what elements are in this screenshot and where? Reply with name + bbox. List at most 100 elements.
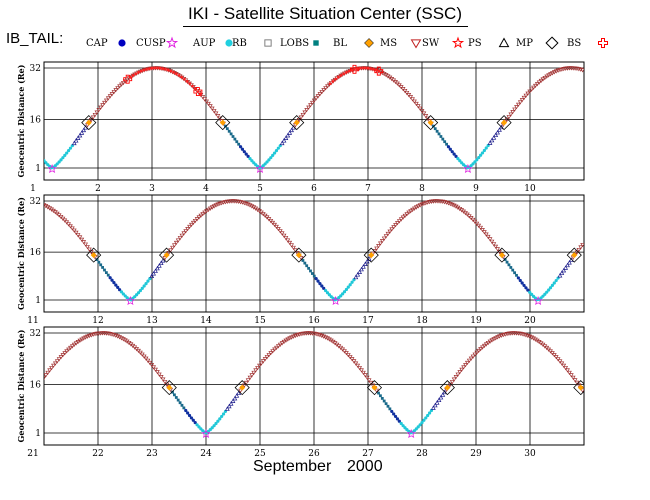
orbit-point — [99, 263, 103, 267]
legend-marker-bl — [364, 38, 374, 48]
orbit-point — [212, 424, 216, 428]
orbit-point — [480, 151, 485, 155]
solar-wind-point — [353, 67, 356, 71]
x-tick-label: 30 — [524, 449, 536, 459]
orbit-point — [189, 416, 194, 420]
orbit-point — [413, 205, 419, 210]
orbit-point — [559, 270, 565, 275]
orbit-point — [198, 213, 204, 218]
orbit-point — [119, 336, 124, 341]
orbit-point — [250, 159, 254, 163]
orbit-point — [283, 338, 289, 343]
orbit-point — [285, 337, 291, 342]
orbit-point — [425, 116, 431, 121]
orbit-point — [381, 236, 387, 241]
orbit-point — [446, 145, 451, 149]
orbit-point — [357, 366, 363, 371]
orbit-point — [191, 418, 195, 422]
solar-wind-point — [339, 74, 343, 77]
x-tick-label: 20 — [524, 316, 536, 326]
orbit-point — [122, 338, 128, 343]
x-tick-label: 7 — [365, 184, 371, 194]
orbit-point — [536, 80, 542, 85]
orbit-point — [378, 241, 383, 246]
legend-marker-sw — [451, 36, 465, 49]
orbit-point — [404, 212, 410, 217]
orbit-point — [95, 258, 99, 262]
orbit-point — [498, 333, 504, 338]
magnetopause-crossing-marker — [439, 380, 455, 396]
solar-wind-point — [129, 75, 132, 79]
x-tick-label: 8 — [419, 184, 425, 194]
orbit-point — [423, 201, 429, 206]
orbit-point — [517, 100, 523, 105]
orbit-point — [412, 206, 417, 211]
orbit-point — [81, 336, 87, 341]
orbit-point — [567, 260, 572, 265]
orbit-point — [104, 271, 108, 274]
legend-label: BS — [567, 38, 581, 49]
orbit-point — [44, 373, 49, 378]
orbit-point — [578, 245, 584, 250]
orbit-point — [561, 363, 567, 369]
orbit-point — [440, 392, 446, 397]
orbit-point — [66, 222, 71, 227]
orbit-point — [443, 140, 447, 144]
orbit-point — [269, 156, 273, 160]
legend-item-lobs: LOBS — [280, 38, 319, 49]
orbit-point — [251, 205, 257, 210]
solar-wind-point — [156, 66, 159, 70]
orbit-point — [236, 390, 242, 396]
solar-wind-point — [374, 68, 378, 72]
orbit-point — [515, 102, 521, 108]
orbit-point — [576, 247, 582, 253]
orbit-point — [235, 140, 239, 144]
orbit-point — [153, 367, 158, 373]
orbit-point — [145, 358, 151, 363]
orbit-point — [268, 351, 274, 356]
orbit-point — [438, 394, 444, 400]
boundary-layer-marker — [163, 252, 170, 259]
orbit-point — [187, 224, 192, 230]
magnetopause-crossing-marker — [159, 247, 175, 263]
orbit-point — [204, 99, 209, 104]
x-tick-label: 10 — [524, 184, 536, 194]
orbit-point — [200, 95, 206, 100]
orbit-point — [308, 103, 313, 108]
magnetopause-crossing-marker — [215, 115, 231, 131]
orbit-point — [238, 145, 243, 149]
orbit-point — [142, 284, 146, 288]
orbit-point — [451, 377, 457, 382]
orbit-point — [342, 290, 347, 294]
solar-wind-point — [175, 72, 178, 76]
orbit-point — [267, 158, 271, 162]
orbit-point — [65, 151, 69, 155]
orbit-point — [272, 347, 277, 352]
orbit-point — [279, 140, 285, 146]
cusp-marker — [47, 164, 57, 174]
boundary-layer-marker — [571, 252, 578, 259]
x-tick-label: 11 — [27, 316, 38, 326]
orbit-point — [79, 237, 85, 243]
orbit-point — [264, 355, 270, 360]
orbit-point — [432, 402, 438, 408]
legend-label: CAP — [86, 38, 108, 49]
bow-shock-marker — [350, 64, 359, 74]
orbit-point — [51, 363, 56, 369]
orbit-point — [520, 281, 524, 285]
x-tick-label: 19 — [470, 316, 482, 326]
orbit-point — [275, 227, 281, 232]
orbit-point — [348, 283, 352, 287]
orbit-point — [274, 224, 279, 230]
orbit-point — [350, 280, 354, 284]
orbit-point — [397, 419, 401, 423]
orbit-point — [97, 260, 101, 264]
orbit-point — [140, 286, 144, 290]
orbit-point — [385, 231, 391, 237]
orbit-point — [120, 337, 126, 342]
orbit-point — [306, 105, 311, 110]
orbit-point — [383, 73, 389, 78]
legend-item-sw: SW — [422, 36, 465, 49]
solar-wind-point — [172, 71, 175, 74]
orbit-point — [402, 213, 408, 219]
